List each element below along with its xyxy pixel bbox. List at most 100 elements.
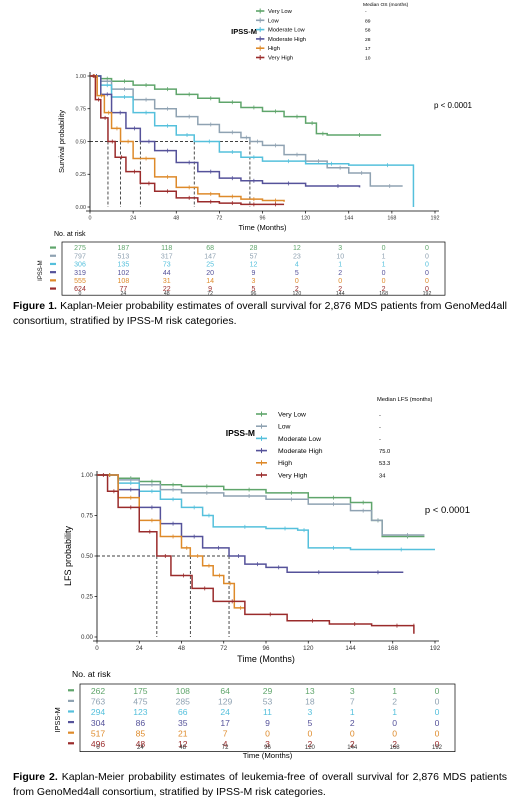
fig2-risk-cell-very_high: 0 bbox=[435, 739, 440, 749]
fig1-risk-time-tick: 120 bbox=[293, 291, 302, 297]
fig2-km-curve-very_high bbox=[97, 474, 415, 634]
fig2-risk-cell-moderate_low: 24 bbox=[220, 707, 230, 717]
fig1-risk-cell-moderate_low: 306 bbox=[74, 262, 86, 269]
fig1-risk-cell-very_high: 2 bbox=[295, 286, 299, 293]
fig1-legend-median-low: 89 bbox=[365, 18, 371, 24]
fig1-risk-row-swatch-low bbox=[50, 254, 56, 257]
fig2-risk-cell-very_high: 3 bbox=[265, 739, 270, 749]
figure-1-caption-label: Figure 1. bbox=[13, 300, 57, 312]
fig1-risk-cell-moderate_low: 4 bbox=[295, 262, 299, 269]
fig2-risk-cell-moderate_low: 3 bbox=[307, 707, 312, 717]
fig1-risk-cell-moderate_low: 135 bbox=[118, 262, 130, 269]
fig1-x-tick-label: 0 bbox=[89, 215, 92, 221]
fig1-risk-time-tick: 24 bbox=[120, 291, 126, 297]
fig1-risk-cell-high: 3 bbox=[252, 278, 256, 285]
fig2-risk-cell-moderate_low: 11 bbox=[263, 707, 272, 717]
fig2-x-tick-label: 192 bbox=[430, 645, 441, 652]
fig1-risk-cell-very_low: 28 bbox=[250, 245, 258, 252]
fig1-risk-cell-very_high: 77 bbox=[119, 286, 127, 293]
fig1-risk-cell-moderate_low: 1 bbox=[338, 262, 342, 269]
fig1-legend-label-high: High bbox=[268, 46, 280, 52]
fig2-risk-cell-very_low: 29 bbox=[263, 686, 273, 696]
fig1-risk-row-swatch-very_high bbox=[50, 287, 56, 290]
fig1-y-axis-label: Survival probability bbox=[57, 110, 66, 173]
fig2-risk-cell-moderate_high: 5 bbox=[307, 718, 312, 728]
fig2-risk-cell-moderate_low: 1 bbox=[350, 707, 355, 717]
fig2-km-curve-high bbox=[97, 474, 245, 609]
fig2-x-tick-label: 24 bbox=[136, 645, 143, 652]
fig1-risk-cell-moderate_high: 0 bbox=[425, 270, 429, 277]
fig2-legend-label-high: High bbox=[278, 460, 292, 467]
fig2-risk-time-tick: 144 bbox=[347, 745, 358, 751]
fig2-legend-median-moderate_low: - bbox=[379, 437, 381, 443]
fig1-risk-cell-high: 0 bbox=[295, 278, 299, 285]
fig1-risk-cell-very_high: 0 bbox=[425, 286, 429, 293]
fig2-risk-time-tick: 24 bbox=[137, 745, 144, 751]
fig1-x-tick-label: 120 bbox=[301, 215, 310, 221]
fig1-risk-cell-moderate_high: 44 bbox=[163, 270, 171, 277]
fig1-y-tick-label: 0.00 bbox=[76, 205, 87, 211]
fig2-risk-cell-moderate_high: 2 bbox=[350, 718, 355, 728]
fig1-risk-cell-very_high: 624 bbox=[74, 286, 86, 293]
fig1-x-tick-label: 24 bbox=[130, 215, 136, 221]
fig2-legend-median-very_low: - bbox=[379, 412, 381, 418]
fig2-risk-cell-low: 2 bbox=[392, 697, 397, 707]
fig2-risk-cell-low: 475 bbox=[133, 697, 148, 707]
fig1-x-tick-label: 72 bbox=[216, 215, 222, 221]
fig2-risk-cell-low: 0 bbox=[435, 697, 440, 707]
fig1-risk-cell-high: 0 bbox=[425, 278, 429, 285]
fig1-x-tick-label: 192 bbox=[431, 215, 440, 221]
fig2-risk-cell-moderate_high: 304 bbox=[91, 718, 106, 728]
fig1-risk-cell-very_high: 9 bbox=[208, 286, 212, 293]
fig1-risk-table-axis-label: IPSS-M bbox=[38, 260, 44, 281]
fig1-risk-cell-low: 57 bbox=[250, 253, 258, 260]
fig2-risk-cell-moderate_high: 17 bbox=[220, 718, 230, 728]
fig1-risk-time-tick: 96 bbox=[251, 291, 257, 297]
fig1-risk-cell-very_high: 2 bbox=[338, 286, 342, 293]
fig2-risk-cell-high: 21 bbox=[178, 728, 188, 738]
fig1-legend-median-very_high: 10 bbox=[365, 56, 371, 62]
fig2-risk-cell-moderate_high: 86 bbox=[136, 718, 146, 728]
fig1-risk-cell-very_low: 12 bbox=[293, 245, 301, 252]
fig1-risk-table-frame bbox=[61, 241, 446, 296]
fig2-legend-label-low: Low bbox=[278, 424, 291, 431]
fig2-risk-cell-very_low: 0 bbox=[435, 686, 440, 696]
fig2-risk-cell-moderate_high: 0 bbox=[392, 718, 397, 728]
fig2-risk-cell-very_high: 12 bbox=[178, 739, 188, 749]
fig2-risk-table-frame bbox=[79, 683, 456, 752]
fig1-risk-cell-moderate_high: 5 bbox=[295, 270, 299, 277]
fig1-km-curve-very_low bbox=[90, 75, 382, 136]
fig2-risk-cell-high: 0 bbox=[435, 728, 440, 738]
fig1-y-tick-label: 0.25 bbox=[76, 172, 87, 178]
fig1-legend-title: IPSS-M bbox=[231, 27, 257, 36]
fig2-x-tick-label: 96 bbox=[263, 645, 270, 652]
fig2-risk-cell-high: 85 bbox=[136, 728, 146, 738]
fig1-p-value: p < 0.0001 bbox=[434, 101, 473, 110]
fig2-y-tick-label: 0.25 bbox=[81, 594, 94, 601]
fig2-legend-median-high: 53.3 bbox=[379, 461, 390, 467]
fig2-risk-time-tick: 192 bbox=[432, 745, 443, 751]
fig2-legend-median-very_high: 34 bbox=[379, 473, 386, 479]
fig1-risk-cell-very_high: 22 bbox=[163, 286, 171, 293]
fig2-risk-cell-very_high: 4 bbox=[223, 739, 228, 749]
fig1-risk-cell-low: 1 bbox=[382, 253, 386, 260]
fig2-risk-time-tick: 0 bbox=[96, 745, 100, 751]
fig2-risk-cell-high: 517 bbox=[91, 728, 106, 738]
fig2-risk-cell-very_low: 64 bbox=[220, 686, 230, 696]
fig1-risk-cell-moderate_high: 319 bbox=[74, 270, 86, 277]
fig1-risk-cell-very_low: 0 bbox=[382, 245, 386, 252]
fig1-x-tick-label: 168 bbox=[387, 215, 396, 221]
fig2-km-curve-low bbox=[97, 474, 425, 536]
fig2-risk-table-axis-label: IPSS-M bbox=[53, 707, 62, 732]
fig2-risk-cell-very_low: 108 bbox=[176, 686, 191, 696]
fig2-risk-cell-low: 129 bbox=[218, 697, 233, 707]
fig2-risk-cell-moderate_low: 1 bbox=[392, 707, 397, 717]
fig2-risk-cell-very_low: 262 bbox=[91, 686, 106, 696]
fig1-risk-cell-moderate_high: 102 bbox=[118, 270, 130, 277]
fig1-legend-median-moderate_low: 58 bbox=[365, 28, 371, 34]
fig1-risk-time-tick: 168 bbox=[379, 291, 388, 297]
fig1-legend-label-low: Low bbox=[268, 18, 279, 24]
fig1-risk-cell-moderate_high: 0 bbox=[382, 270, 386, 277]
fig2-risk-cell-low: 763 bbox=[91, 697, 106, 707]
fig2-risk-row-swatch-very_high bbox=[68, 742, 74, 745]
